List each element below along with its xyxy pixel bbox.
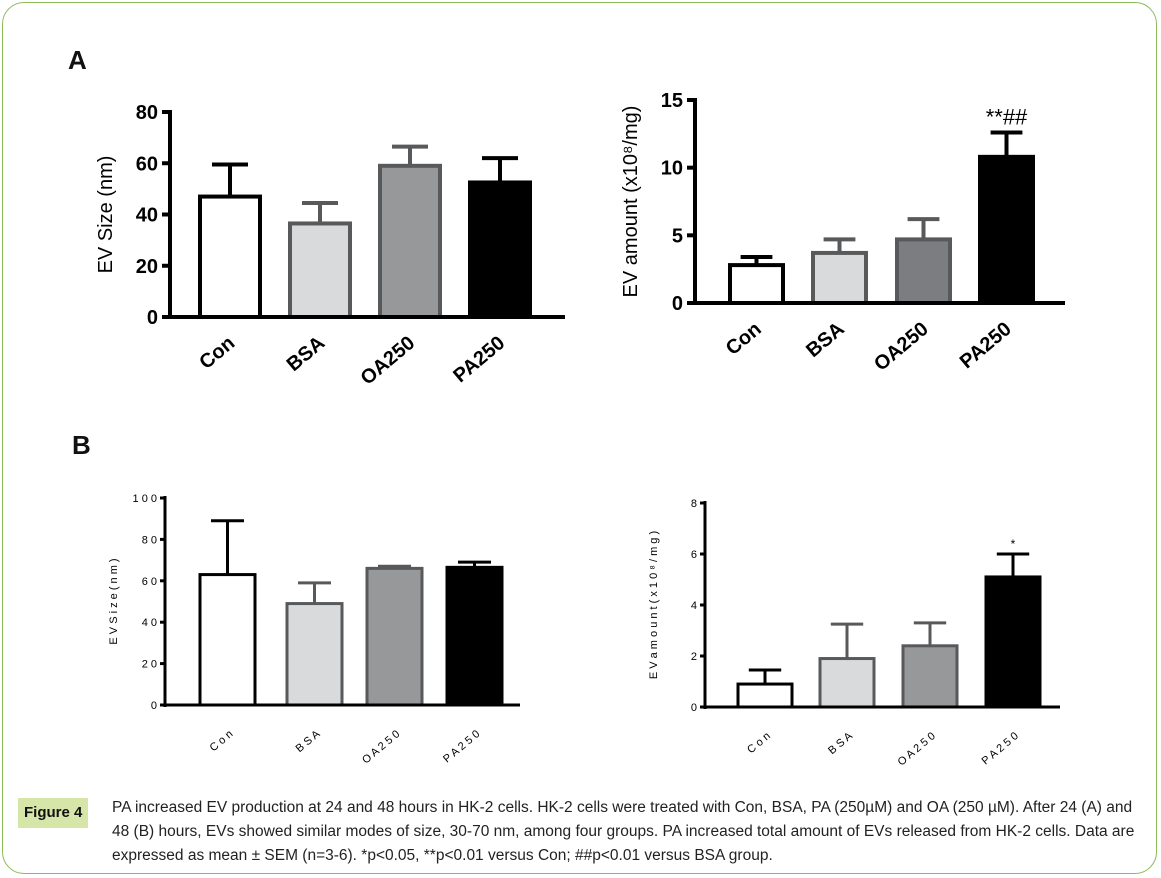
figure-tag: Figure 4: [18, 798, 89, 828]
bar-0: [198, 194, 262, 319]
x-tick-label: PA250: [956, 318, 1016, 373]
x-tick-label: BSA: [283, 332, 329, 376]
significance-marker: **##: [986, 104, 1028, 129]
y-tick-label: 15: [661, 90, 683, 112]
bar-0: [198, 573, 257, 707]
bar-3: [984, 575, 1042, 709]
caption-text: PA increased EV production at 24 and 48 …: [112, 799, 1135, 864]
y-tick-label: 8: [691, 498, 697, 510]
bar-2: [378, 163, 442, 319]
y-tick-label: 40: [136, 205, 158, 227]
y-tick-label: 10: [661, 158, 683, 180]
bar-2: [895, 237, 952, 305]
y-tick-label: 2 0: [142, 659, 157, 671]
panel-label-a: A: [68, 45, 87, 75]
panel-label-b: B: [72, 430, 91, 460]
y-tick-label: 6: [691, 549, 697, 561]
y-axis-label: EV amount (x10⁸/mg): [620, 106, 642, 298]
bar-1: [285, 602, 344, 707]
bar-0: [736, 682, 794, 709]
x-tick-label: P A 2 5 0: [980, 730, 1021, 767]
x-tick-label: OA250: [357, 332, 420, 390]
x-tick-label: B S A: [826, 730, 855, 757]
figure-caption: Figure 4 PA increased EV production at 2…: [18, 796, 1148, 868]
x-tick-label: Con: [722, 318, 766, 360]
y-axis-label: E V S i z e ( n m ): [108, 558, 120, 644]
bar-1: [818, 657, 876, 709]
bar-3: [468, 180, 532, 319]
bar-3: [445, 565, 504, 707]
x-tick-label: O A 2 5 0: [896, 730, 938, 768]
y-tick-label: 5: [672, 225, 683, 247]
y-tick-label: 0: [691, 702, 697, 714]
x-tick-label: BSA: [802, 318, 848, 362]
x-tick-label: P A 2 5 0: [441, 728, 482, 765]
bar-0: [728, 263, 785, 305]
y-tick-label: 0: [147, 307, 158, 329]
y-axis-label: EV Size (nm): [95, 156, 117, 274]
y-tick-label: 4 0: [142, 617, 157, 629]
y-tick-label: 6 0: [142, 576, 157, 588]
x-tick-label: B S A: [294, 728, 323, 755]
x-tick-label: PA250: [449, 332, 509, 387]
x-tick-label: OA250: [870, 318, 933, 376]
bar-2: [901, 644, 959, 709]
y-tick-label: 20: [136, 256, 158, 278]
bar-1: [288, 221, 352, 319]
x-tick-label: Con: [195, 332, 239, 374]
y-tick-label: 0: [672, 293, 683, 315]
y-tick-label: 8 0: [142, 534, 157, 546]
y-tick-label: 4: [691, 600, 697, 612]
y-tick-label: 80: [136, 102, 158, 124]
bar-1: [811, 250, 868, 305]
y-tick-label: 2: [691, 651, 697, 663]
x-tick-label: C o n: [208, 728, 236, 754]
bar-3: [978, 154, 1035, 305]
x-tick-label: C o n: [745, 730, 773, 756]
bar-2: [365, 566, 424, 707]
significance-marker: *: [1011, 537, 1016, 551]
y-tick-label: 0: [151, 700, 157, 712]
y-axis-label: E V a m o u n t ( x 1 0 ⁸ / m g ): [648, 531, 660, 679]
y-tick-label: 1 0 0: [133, 493, 157, 505]
y-tick-label: 60: [136, 153, 158, 175]
x-tick-label: O A 2 5 0: [360, 728, 402, 766]
